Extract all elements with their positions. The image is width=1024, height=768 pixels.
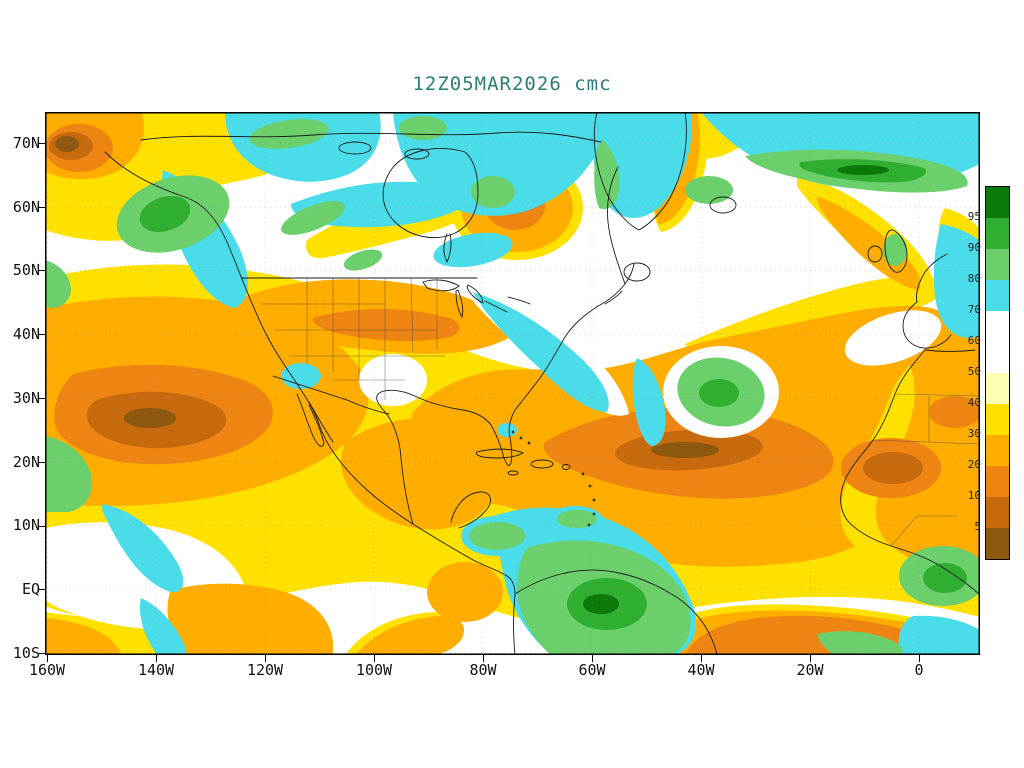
rh-fill-brown-group: [55, 136, 719, 458]
axis-tick: [810, 655, 811, 662]
axis-tick: [47, 655, 48, 662]
y-tick-EQ: EQ: [21, 580, 40, 598]
axis-tick: [38, 589, 45, 590]
legend-cell: [986, 311, 1009, 342]
legend-cell: [986, 435, 1009, 466]
axis-tick: [38, 526, 45, 527]
y-tick-10N: 10N: [12, 516, 40, 534]
rh-fill-darkgreen-group: [583, 165, 889, 614]
x-tick-20W: 20W: [796, 661, 824, 679]
y-tick-40N: 40N: [12, 325, 40, 343]
legend-label-70: 70: [967, 303, 981, 316]
legend-label-60: 60: [967, 334, 981, 347]
legend-cell: [986, 249, 1009, 280]
y-tick-60N: 60N: [12, 198, 40, 216]
x-tick-80W: 80W: [469, 661, 497, 679]
y-tick-30N: 30N: [12, 389, 40, 407]
x-tick-40W: 40W: [687, 661, 715, 679]
legend-cell: [986, 280, 1009, 311]
legend-label-40: 40: [967, 396, 981, 409]
axis-tick: [156, 655, 157, 662]
legend-label-5: 5: [974, 520, 981, 533]
axis-tick: [701, 655, 702, 662]
axis-tick: [919, 655, 920, 662]
title-init-model: 12Z05MAR2026 cmc: [412, 73, 612, 95]
legend-cell: [986, 218, 1009, 249]
y-tick-10S: 10S: [12, 644, 40, 662]
legend-label-90: 90: [967, 241, 981, 254]
x-tick-120W: 120W: [246, 661, 284, 679]
y-tick-70N: 70N: [12, 134, 40, 152]
y-tick-20N: 20N: [12, 453, 40, 471]
coastlines: [104, 112, 980, 655]
legend-cell: [986, 187, 1009, 218]
legend-color-bar: [985, 186, 1010, 560]
legend-label-95: 95: [967, 210, 981, 223]
legend-cell: [986, 497, 1009, 528]
x-tick-100W: 100W: [355, 661, 393, 679]
axis-tick: [38, 143, 45, 144]
axis-tick: [483, 655, 484, 662]
legend-cell: [986, 373, 1009, 404]
x-tick-160W: 160W: [28, 661, 66, 679]
legend-label-20: 20: [967, 458, 981, 471]
axis-tick: [38, 653, 45, 654]
legend-cell: [986, 404, 1009, 435]
axis-tick: [38, 270, 45, 271]
legend-cell: [986, 342, 1009, 373]
y-tick-50N: 50N: [12, 261, 40, 279]
axis-tick: [38, 207, 45, 208]
axis-tick: [374, 655, 375, 662]
legend-label-10: 10: [967, 489, 981, 502]
legend-cell: [986, 466, 1009, 497]
axis-tick: [38, 398, 45, 399]
map-plot-area: [45, 112, 980, 655]
x-tick-0: 0: [914, 661, 924, 679]
legend-label-30: 30: [967, 427, 981, 440]
axis-tick: [38, 334, 45, 335]
color-scale-legend: 95 90 80 70 60 50 40 30 20 10 5: [949, 186, 1011, 564]
x-tick-60W: 60W: [578, 661, 606, 679]
plot-frame: [45, 112, 980, 655]
axis-tick: [38, 462, 45, 463]
graticule: [45, 112, 980, 655]
humidity-contour-map: [45, 112, 980, 655]
legend-label-80: 80: [967, 272, 981, 285]
axis-tick: [592, 655, 593, 662]
axis-tick: [265, 655, 266, 662]
state-country-borders: [261, 277, 980, 547]
x-tick-140W: 140W: [137, 661, 175, 679]
legend-cell: [986, 528, 1009, 559]
legend-label-50: 50: [967, 365, 981, 378]
